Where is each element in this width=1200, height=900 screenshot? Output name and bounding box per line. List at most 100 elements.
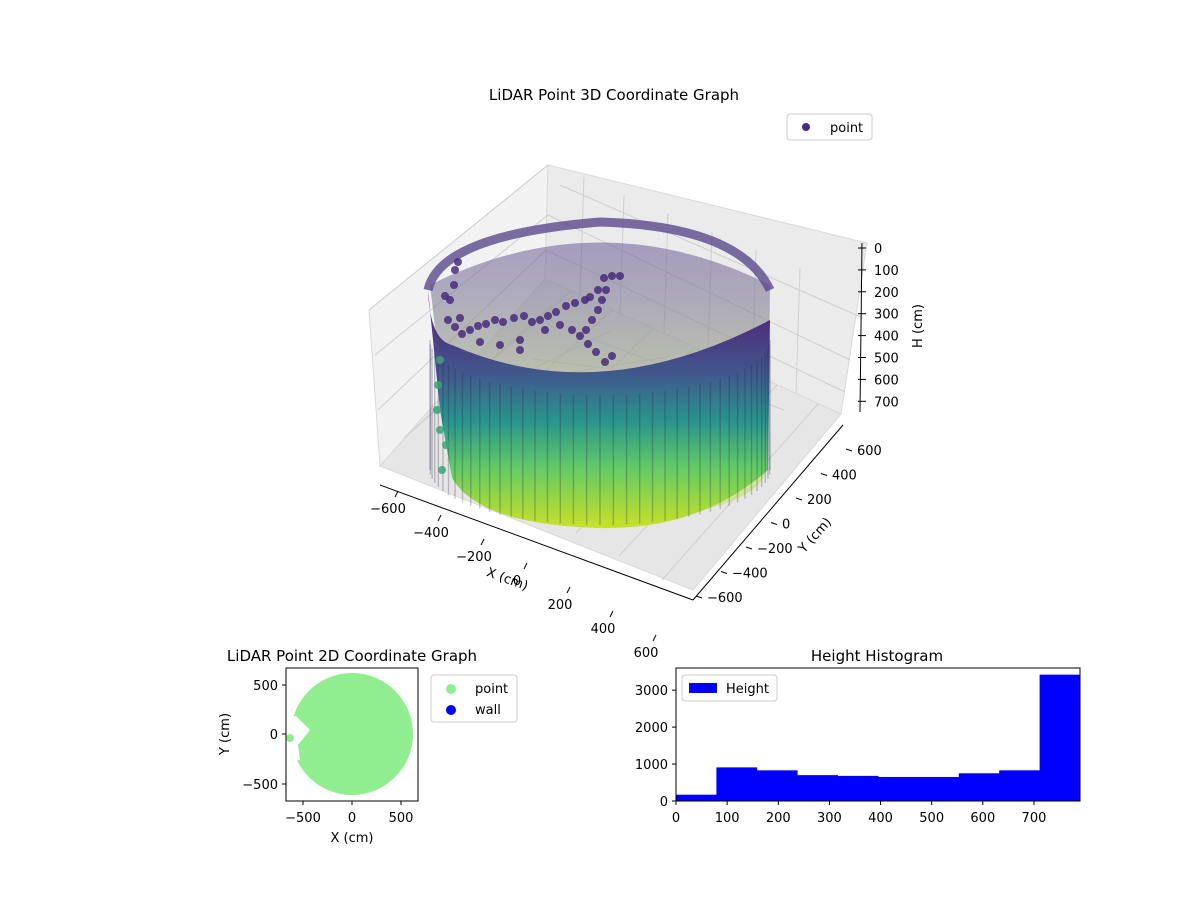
histogram-bar (878, 776, 919, 801)
interior-point (552, 308, 560, 316)
interior-point (444, 316, 452, 324)
y-tick-mark (720, 571, 728, 574)
y-tick-label: −200 (757, 542, 793, 557)
x-ticks-2d: −500 0 500 (285, 801, 413, 826)
x-tick-label: 100 (715, 811, 740, 826)
interior-point (601, 358, 609, 366)
legend-2d-point-label: point (475, 682, 508, 697)
x-tick-label: 600 (634, 646, 659, 661)
y-tick-label: 200 (807, 493, 832, 508)
chart-2d-title: LiDAR Point 2D Coordinate Graph (227, 647, 477, 665)
interior-point (451, 266, 459, 274)
interior-point (562, 302, 570, 310)
interior-point (582, 326, 590, 334)
y-ticks-histogram: 0 1000 2000 3000 (635, 684, 676, 810)
histogram-bar (716, 767, 758, 801)
x-tick-label: 0 (672, 811, 680, 826)
y-axis-label-2d: Y (cm) (218, 713, 233, 756)
z-tick-label: 700 (874, 395, 899, 410)
x-tick-label: 300 (817, 811, 842, 826)
x-tick-label: −200 (456, 550, 492, 565)
y-tick-label: 400 (832, 469, 857, 484)
z-tick-label: 600 (874, 373, 899, 388)
y-tick-label: −500 (242, 778, 278, 793)
z-tick-label: 0 (874, 242, 882, 257)
interior-point (584, 340, 592, 348)
point-cloud-3d (423, 217, 775, 529)
x-tick-label: 600 (970, 811, 995, 826)
interior-point (598, 296, 606, 304)
interior-point (436, 356, 444, 364)
y-tick-mark (770, 522, 778, 525)
x-tick-label: −400 (413, 526, 449, 541)
z-tick-label: 300 (874, 308, 899, 323)
y-tick-label: 0 (782, 518, 790, 533)
interior-point (541, 326, 549, 334)
x-tick-label: 400 (868, 811, 893, 826)
interior-point (600, 274, 608, 282)
y-tick-label: 600 (857, 444, 882, 459)
y-tick-label: −400 (732, 567, 768, 582)
interior-points (433, 258, 624, 474)
y-ticks-2d: 500 0 −500 (242, 679, 286, 793)
interior-point (456, 314, 464, 322)
interior-point (482, 320, 490, 328)
interior-point (446, 296, 454, 304)
point-disc (291, 673, 413, 795)
legend-3d: point (786, 113, 873, 141)
interior-point (581, 296, 589, 304)
interior-point (499, 318, 507, 326)
z-axis-line (859, 242, 863, 413)
interior-point (442, 441, 450, 449)
interior-point (556, 321, 564, 329)
interior-point (608, 352, 616, 360)
x-tick-mark (523, 562, 528, 570)
histogram-bar (1039, 674, 1081, 801)
y-tick-label: 3000 (635, 684, 668, 699)
legend-histogram: Height (681, 674, 778, 702)
y-tick-mark (820, 473, 828, 476)
x-tick-mark (437, 514, 442, 522)
x-tick-mark (652, 634, 657, 642)
y-tick-label: 2000 (635, 721, 668, 736)
y-axis-label-3d: Y (cm) (795, 515, 835, 557)
interior-point (476, 338, 484, 346)
x-tick-label: 500 (389, 811, 414, 826)
chart-histogram: Height Histogram 0 100 200 300 400 500 600 700 … (635, 647, 1081, 826)
z-tick-label: 500 (874, 352, 899, 367)
histogram-bar (676, 794, 717, 801)
x-axis-line (379, 484, 694, 601)
x-axis-label-2d: X (cm) (331, 831, 374, 846)
x-tick-label: 400 (591, 622, 616, 637)
interior-point (608, 272, 616, 280)
x-tick-mark (609, 610, 614, 618)
interior-point (516, 336, 524, 344)
y-tick-label: 1000 (635, 758, 668, 773)
interior-point (491, 316, 499, 324)
legend-3d-marker (802, 123, 810, 131)
z-tick-label: 200 (874, 286, 899, 301)
y-tick-label: 0 (270, 728, 278, 743)
interior-point (496, 341, 504, 349)
interior-point (520, 312, 528, 320)
y-tick-label: 500 (253, 679, 278, 694)
point-gap (286, 716, 310, 762)
chart-2d: LiDAR Point 2D Coordinate Graph −500 0 500… (218, 647, 518, 846)
x-tick-label: 0 (513, 574, 521, 589)
x-tick-label: 200 (548, 598, 573, 613)
x-axis-label-3d: X (cm) (484, 565, 530, 594)
x-tick-mark (394, 490, 399, 498)
interior-point (602, 286, 610, 294)
point-blob (286, 734, 294, 742)
legend-2d-wall-label: wall (475, 703, 501, 718)
interior-point (594, 306, 602, 314)
histogram-bar (756, 770, 798, 801)
interior-point (616, 272, 624, 280)
legend-2d-wall-marker (446, 705, 456, 715)
legend-2d-point-marker (446, 684, 456, 694)
legend-3d-label: point (830, 121, 863, 136)
y-tick-mark (745, 546, 753, 550)
legend-histogram-label: Height (726, 682, 769, 697)
